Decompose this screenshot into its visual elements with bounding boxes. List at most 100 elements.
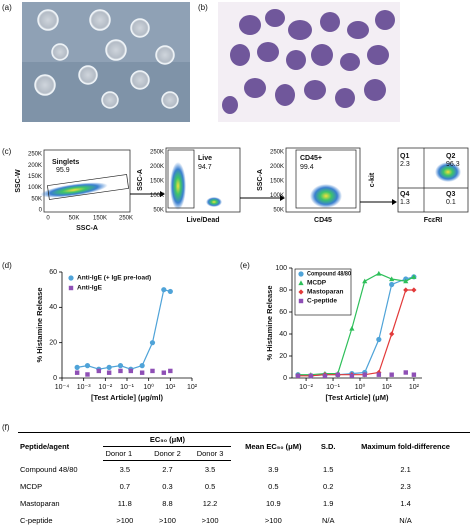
y-tick-label: 0 <box>53 375 57 382</box>
quadrant-name: Q3 <box>446 191 455 198</box>
stained-cells <box>222 9 395 114</box>
event-cloud <box>435 162 461 182</box>
table-cell: 1.4 <box>400 499 411 508</box>
y-tick-label: 250K <box>28 152 42 158</box>
x-tick-label: 10⁻² <box>299 384 313 391</box>
x-axis-label: CD45 <box>314 217 332 224</box>
sub-header: Donor 3 <box>188 446 232 461</box>
legend-entry: Mastoparan <box>307 289 344 296</box>
gate <box>167 149 195 209</box>
table-cell: 3.5 <box>119 465 131 474</box>
data-point <box>117 363 124 369</box>
data-point <box>139 370 145 375</box>
x-tick-label: 10⁰ <box>355 383 366 391</box>
series-line <box>77 288 171 370</box>
x-tick-label: 250K <box>119 216 133 222</box>
y-tick-label: 100K <box>150 193 164 199</box>
gate-name: Live <box>198 155 212 162</box>
series-line <box>297 272 415 376</box>
x-tick-label: 10¹ <box>382 384 393 391</box>
x-axis-label: [Test Article] (μg/ml) <box>91 393 164 402</box>
data-point <box>411 372 417 377</box>
y-tick-label: 20 <box>279 353 287 360</box>
quadrant-value: 2.3 <box>400 161 410 168</box>
legend-marker <box>68 275 74 281</box>
sub-header: Donor 1 <box>103 446 147 461</box>
x-axis-label: [Test Article] (μM) <box>326 393 389 402</box>
quadrant-name: Q2 <box>446 153 455 160</box>
table-cell: 3.5 <box>204 465 216 474</box>
table-cell: 12.2 <box>202 499 218 508</box>
y-tick-label: 60 <box>49 269 57 276</box>
quadrant-name: Q1 <box>400 153 409 160</box>
y-tick-label: 150K <box>270 179 284 185</box>
data-point <box>139 363 145 369</box>
table-row: C-peptide >100 >100 >100 >100 N/A N/A <box>18 512 470 526</box>
column-header: Maximum fold-difference <box>341 432 470 461</box>
table-cell: >100 <box>188 512 232 526</box>
table-cell: 8.8 <box>162 499 173 508</box>
data-point <box>295 373 301 379</box>
event-cloud <box>310 184 342 208</box>
x-tick-label: 10⁻⁴ <box>55 384 70 391</box>
quadrant-name: Q4 <box>400 191 409 198</box>
quadrant-value: 0.1 <box>446 199 456 206</box>
legend-marker <box>298 271 304 277</box>
table-cell: >100 <box>146 512 189 526</box>
y-tick-label: 150K <box>150 179 164 185</box>
y-tick-label: 200K <box>150 164 164 170</box>
x-tick-label: 50K <box>69 216 80 222</box>
table-cell: 10.9 <box>266 499 281 508</box>
data-point <box>403 370 408 375</box>
table-cell: 11.8 <box>117 499 132 508</box>
y-tick-label: 40 <box>49 304 57 311</box>
y-tick-label: 150K <box>28 174 42 180</box>
y-tick-label: 80 <box>279 287 287 294</box>
data-point <box>349 325 355 331</box>
arrow-head <box>392 199 397 205</box>
table-cell: Compound 48/80 <box>20 464 78 474</box>
table-body: Compound 48/80 3.5 2.7 3.5 3.9 1.5 2.1 MCDP 0.7 0… <box>18 461 470 526</box>
table-cell: 0.2 <box>322 482 334 491</box>
gate-value: 94.7 <box>198 164 212 171</box>
gate-name: Singlets <box>52 159 79 166</box>
x-tick-label: 10⁻¹ <box>120 384 134 391</box>
data-point <box>376 270 382 276</box>
data-point <box>118 368 123 374</box>
quadrant-value: 96.3 <box>446 161 460 168</box>
data-point <box>308 373 314 379</box>
x-tick-label: 10⁻¹ <box>326 384 340 391</box>
data-point <box>128 368 134 374</box>
data-point <box>362 278 368 284</box>
data-point <box>349 373 355 379</box>
data-point <box>74 370 80 375</box>
table-cell: 3.9 <box>268 464 279 474</box>
column-header: Mean EC₅₀ (μM) <box>231 432 316 461</box>
x-tick-label: 10⁰ <box>143 383 154 391</box>
y-tick-label: 50K <box>153 208 164 214</box>
legend-entry: Compound 48/80 <box>307 271 351 278</box>
x-tick-label: 10⁻³ <box>77 384 91 391</box>
legend-entry: MCDP <box>307 280 327 287</box>
gate <box>47 174 129 200</box>
y-tick-label: 0 <box>283 375 287 382</box>
data-point <box>389 276 395 282</box>
y-axis-label: SSC-A <box>137 169 144 191</box>
data-point <box>403 278 409 284</box>
y-axis-label: SSC-A <box>257 169 264 191</box>
column-header: S.D. <box>315 432 342 461</box>
panel-label: (a) <box>2 3 12 12</box>
gate-value: 95.9 <box>56 167 70 174</box>
y-tick-label: 50K <box>31 196 42 202</box>
y-tick-label: 100K <box>28 185 42 191</box>
y-axis-label: SSC-W <box>15 169 22 193</box>
data-point <box>106 370 112 375</box>
x-tick-label: 10¹ <box>165 384 176 391</box>
column-header: EC₅₀ (μM) <box>103 432 232 447</box>
panel-label: (f) <box>2 423 10 432</box>
x-tick-label: 150K <box>93 216 107 222</box>
gate <box>295 149 357 209</box>
table-cell: 2.7 <box>162 465 173 474</box>
plot-frame <box>397 147 469 213</box>
y-axis-label: % Histamine Release <box>265 285 274 360</box>
